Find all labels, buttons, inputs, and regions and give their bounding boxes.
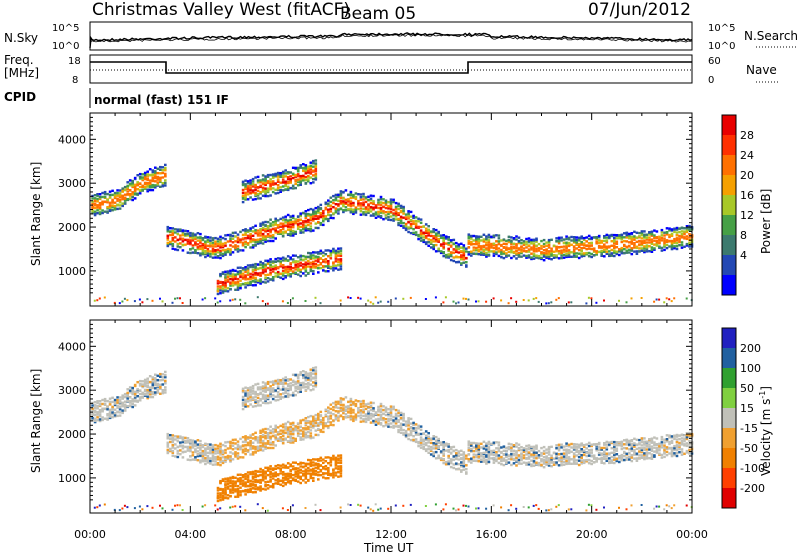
date-label: 07/Jun/2012 [588, 0, 691, 20]
y-tick-label: 3000 [58, 177, 86, 190]
x-tick-label: 00:00 [74, 528, 106, 541]
velocity-data [91, 366, 694, 512]
colorbar-swatch [722, 488, 736, 509]
velocity-colorbar-label: Velocity [m s-1] [758, 386, 773, 476]
nsky-label: N.Sky [4, 31, 38, 45]
nave-label: Nave [746, 63, 777, 77]
colorbar-swatch [722, 428, 736, 449]
cpid-label: CPID [4, 90, 36, 104]
colorbar-swatch [722, 155, 736, 176]
colorbar-tick-label: 16 [740, 189, 754, 202]
x-tick-label: 20:00 [576, 528, 608, 541]
y-tick-label: 3000 [58, 384, 86, 397]
power-data [91, 159, 694, 305]
colorbar-tick-label: 20 [740, 169, 754, 182]
colorbar-tick-label: -15 [740, 422, 758, 435]
plot-title: Christmas Valley West (fitACF) [92, 0, 350, 20]
colorbar-swatch [722, 348, 736, 369]
x-tick-label: 04:00 [174, 528, 206, 541]
colorbar-swatch [722, 175, 736, 196]
colorbar-tick-label: 24 [740, 149, 754, 162]
nsky-tick-top: 10^5 [52, 23, 79, 34]
colorbar-swatch [722, 468, 736, 489]
y-tick-label: 2000 [58, 221, 86, 234]
nsky-panel: N.Sky 10^5 10^0 10^5 10^0 N.Search [4, 21, 798, 52]
colorbar-tick-label: -100 [740, 462, 765, 475]
colorbar-swatch [722, 215, 736, 236]
colorbar-tick-label: -200 [740, 482, 765, 495]
nsky-series [89, 32, 693, 49]
colorbar-tick-label: 4 [740, 249, 747, 262]
colorbar-tick-label: 15 [740, 402, 754, 415]
velocity-axes: 1000 2000 3000 4000 [58, 320, 693, 513]
colorbar-swatch [722, 275, 736, 296]
freq-label: Freq. [4, 53, 34, 67]
power-panel: 1000 2000 3000 4000 Slant Range [km] 28 24 20… [29, 112, 773, 307]
nave-tick-top: 60 [708, 56, 721, 67]
freq-tick-top: 18 [68, 56, 81, 67]
x-tick-label: 16:00 [475, 528, 507, 541]
x-tick-label: 00:00 [676, 528, 708, 541]
colorbar-tick-label: 12 [740, 209, 754, 222]
nsky-tick-bottom: 10^0 [52, 41, 79, 52]
colorbar-tick-label: 200 [740, 342, 761, 355]
x-tick-label: 08:00 [275, 528, 307, 541]
nsearch-series [89, 34, 693, 43]
power-colorbar-label: Power [dB] [759, 189, 773, 254]
cpid-panel: CPID normal (fast) 151 IF [4, 88, 229, 108]
y-tick-label: 1000 [58, 265, 86, 278]
nsearch-label: N.Search [744, 29, 798, 43]
nsearch-tick-top: 10^5 [708, 23, 735, 34]
colorbar-swatch [722, 448, 736, 469]
y-tick-label: 1000 [58, 472, 86, 485]
colorbar-swatch [722, 388, 736, 409]
nave-tick-bottom: 0 [708, 75, 714, 86]
y-tick-label: 2000 [58, 428, 86, 441]
colorbar-swatch [722, 135, 736, 156]
colorbar-tick-label: 50 [740, 382, 754, 395]
colorbar-tick-label: 8 [740, 229, 747, 242]
freq-series [90, 61, 692, 74]
x-axis: 00:00 04:00 08:00 12:00 16:00 20:00 00:00 [74, 528, 708, 541]
colorbar-tick-label: 100 [740, 362, 761, 375]
colorbar-swatch [722, 368, 736, 389]
colorbar-tick-label: 28 [740, 129, 754, 142]
colorbar-swatch [722, 328, 736, 349]
colorbar-swatch [722, 115, 736, 136]
x-tick-label: 12:00 [375, 528, 407, 541]
colorbar-tick-label: -50 [740, 442, 758, 455]
nsearch-tick-bottom: 10^0 [708, 41, 735, 52]
y-tick-label: 4000 [58, 340, 86, 353]
colorbar-swatch [722, 235, 736, 256]
freq-unit: [MHz] [4, 66, 39, 80]
x-axis-label: Time UT [363, 541, 414, 554]
y-tick-label: 4000 [58, 133, 86, 146]
beam-label: Beam 05 [340, 4, 416, 24]
velocity-panel: 1000 2000 3000 4000 Slant Range [km] 200 100… [29, 319, 773, 514]
colorbar-swatch [722, 255, 736, 276]
power-ylabel: Slant Range [km] [29, 162, 43, 266]
cpid-text: normal (fast) 151 IF [94, 93, 229, 107]
freq-panel: Freq. [MHz] 18 8 60 0 Nave [4, 53, 780, 86]
power-colorbar: 28 24 20 16 12 8 4 [721, 114, 754, 296]
power-axes: 1000 2000 3000 4000 [58, 113, 693, 306]
colorbar-swatch [722, 408, 736, 429]
velocity-ylabel: Slant Range [km] [29, 369, 43, 473]
velocity-colorbar: 200 100 50 15 -15 -50 -100 -200 [721, 327, 765, 509]
colorbar-swatch [722, 195, 736, 216]
freq-tick-bottom: 8 [72, 75, 78, 86]
